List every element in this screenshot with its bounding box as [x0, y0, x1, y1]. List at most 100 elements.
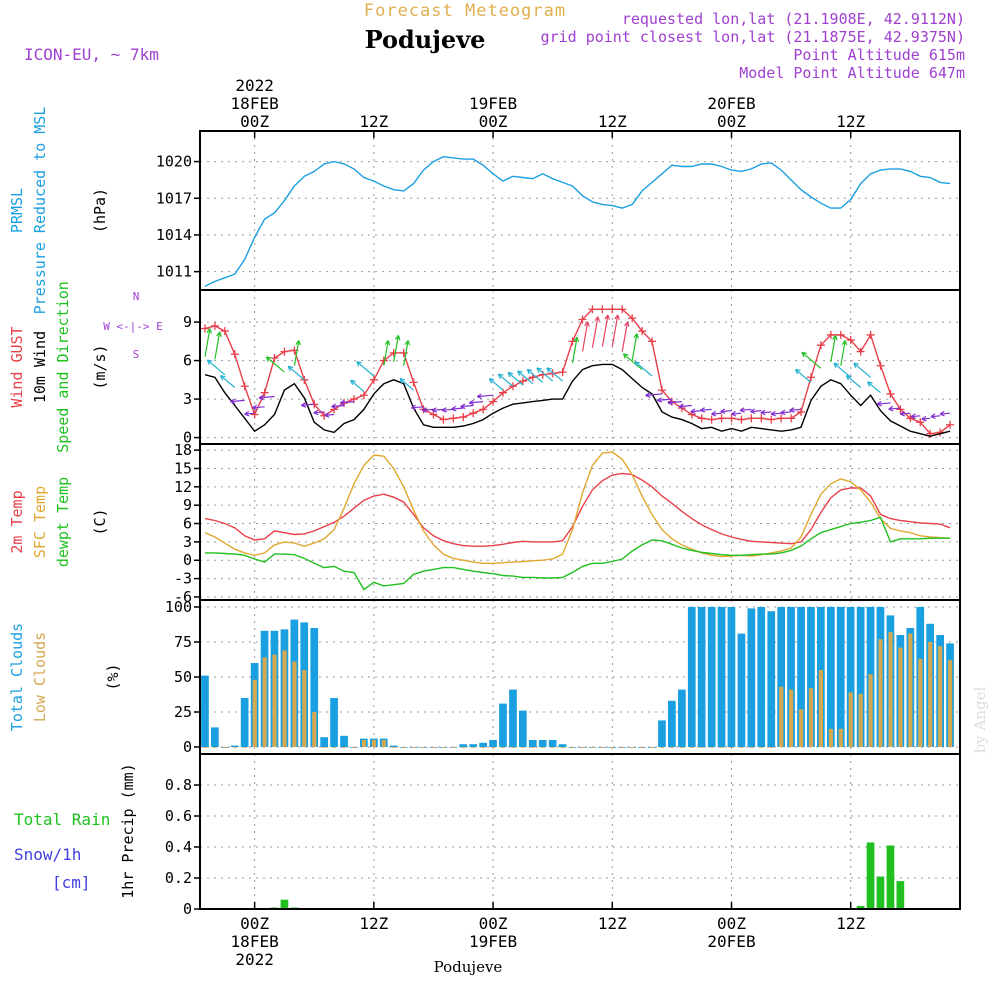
bar-total-clouds	[340, 735, 348, 747]
wind-arrow-head	[910, 413, 916, 419]
gust-marker	[230, 350, 239, 359]
bar-low-clouds	[401, 747, 406, 748]
bar-low-clouds	[222, 747, 227, 748]
bar-low-clouds	[600, 747, 605, 748]
top-axis-label: 00Z	[717, 112, 746, 131]
bar-low-clouds	[371, 740, 376, 747]
bar-total-clouds	[687, 607, 696, 747]
bar-low-clouds	[570, 747, 575, 748]
clouds-ytick-label: 25	[174, 703, 192, 721]
wind-ytick-label: 0	[183, 429, 192, 447]
gust-marker	[757, 414, 766, 423]
bar-low-clouds	[212, 747, 217, 748]
bar-total-clouds	[548, 740, 557, 747]
bar-low-clouds	[481, 747, 486, 748]
wind-arrow-head	[258, 394, 264, 401]
wind-arrow-head	[546, 367, 552, 373]
wind-arrow-head	[853, 362, 859, 369]
bar-low-clouds	[818, 670, 823, 747]
gust-marker	[389, 348, 398, 357]
pressure-panel: 1011 1014 1017 1020 PRMSL Pressure Reduced to…	[8, 107, 961, 314]
bottom-axis-label: 20FEB	[707, 932, 755, 951]
bar-total-clouds	[658, 720, 666, 747]
top-axis-label: 18FEB	[231, 94, 279, 113]
gust-marker	[260, 388, 269, 397]
wind-arrow	[657, 398, 672, 401]
clouds-ytick-label: 50	[174, 668, 192, 686]
gust-marker	[459, 413, 468, 422]
wind-arrow	[383, 340, 389, 366]
bar-low-clouds	[342, 747, 347, 748]
wind-arrow-head	[899, 410, 906, 417]
bar-total-clouds	[668, 700, 676, 747]
gust-marker	[787, 414, 796, 423]
wind-arrow	[411, 406, 424, 409]
top-axis-label: 12Z	[598, 112, 627, 131]
wind-ytick-label: 3	[183, 390, 192, 408]
wind-arrow-head	[633, 333, 639, 339]
bar-total-clouds	[737, 633, 746, 747]
temperature-ytick-label: 9	[183, 496, 192, 514]
bar-low-clouds	[799, 709, 804, 747]
series-prmsl	[204, 155, 951, 287]
wind-ytick-label: 9	[183, 313, 192, 331]
clouds-ylabel: Total Clouds	[8, 623, 26, 731]
model-altitude: Model Point Altitude 647m	[739, 64, 965, 82]
wind-arrow	[720, 410, 732, 413]
wind-arrow	[324, 413, 335, 416]
bar-total-clouds	[519, 710, 527, 747]
bar-low-clouds	[232, 747, 237, 748]
bar-total-rain	[896, 881, 905, 909]
bar-low-clouds	[739, 747, 744, 748]
bar-low-clouds	[848, 692, 853, 747]
wind-arrow-head	[678, 403, 685, 410]
wind-arrow-head	[731, 410, 737, 417]
wind-arrow-head	[780, 409, 786, 416]
bar-total-clouds	[727, 607, 736, 747]
wind-arrow-head	[656, 397, 663, 403]
wind-arrow	[498, 373, 514, 387]
bar-low-clouds	[411, 747, 416, 748]
bar-total-clouds	[211, 727, 219, 747]
wind-arrow	[266, 356, 285, 373]
wind-arrow-head	[331, 403, 337, 410]
bar-total-rain	[886, 845, 895, 909]
wind-arrow-head	[339, 399, 346, 406]
wind-arrow	[700, 408, 712, 411]
temperature-ytick-label: 0	[183, 551, 192, 569]
bar-low-clouds	[759, 747, 764, 748]
station-title: Podujeve	[365, 25, 486, 54]
temperature-ytick-label: 18	[174, 441, 192, 459]
wind-arrow-head	[711, 410, 717, 417]
wind-arrow-head	[841, 340, 848, 346]
wind-arrow-head	[930, 413, 936, 419]
wind-arrow-head	[206, 359, 213, 365]
wind-arrow-head	[517, 370, 523, 376]
bar-low-clouds	[908, 633, 913, 747]
wind-arrow-head	[801, 351, 807, 358]
wind-arrow	[451, 407, 464, 410]
wind-arrow	[399, 378, 414, 391]
wind-arrow	[230, 399, 245, 403]
wind-arrow-head	[939, 410, 945, 417]
wind-arrow	[546, 367, 563, 382]
wind-arrow	[645, 393, 663, 396]
temperature-ytick-label: 6	[183, 515, 192, 533]
bar-low-clouds	[361, 740, 366, 747]
bar-total-clouds	[538, 740, 547, 747]
wind-arrow-head	[690, 408, 696, 415]
bar-total-clouds	[846, 607, 855, 747]
gust-marker	[369, 375, 378, 384]
precip-unit: 1hr Precip (mm)	[119, 763, 137, 898]
precip-ytick-label: 0.2	[165, 869, 192, 887]
wind-arrow	[591, 316, 599, 348]
bottom-axis-label: 18FEB	[231, 932, 279, 951]
gust-marker	[717, 414, 726, 423]
bar-low-clouds	[689, 747, 694, 748]
bar-total-clouds	[479, 742, 487, 747]
gust-marker	[588, 305, 597, 314]
wind-arrow-head	[667, 399, 673, 406]
bar-total-clouds	[499, 703, 507, 747]
bar-low-clouds	[292, 661, 297, 747]
watermark: by Angel	[971, 686, 989, 753]
